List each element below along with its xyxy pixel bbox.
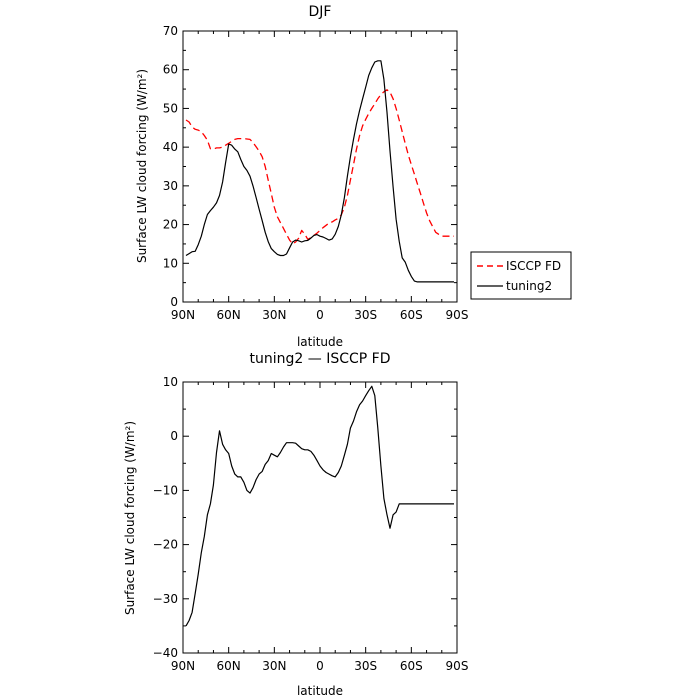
y-tick-label: 40 <box>163 140 178 154</box>
bottom-panel-title: tuning2 — ISCCP FD <box>250 351 391 367</box>
series-line-isccp-fd <box>185 89 454 245</box>
x-tick-label: 60N <box>217 308 241 322</box>
top-panel-title: DJF <box>309 4 332 20</box>
x-tick-label: 90S <box>446 659 469 673</box>
x-tick-label: 90S <box>446 308 469 322</box>
bottom-panel-frame <box>182 381 458 654</box>
y-tick-label: 0 <box>170 295 178 309</box>
top-panel-ylabel: Surface LW cloud forcing (W/m²) <box>135 69 149 263</box>
top-panel-legend: ISCCP FD tuning2 <box>470 251 572 300</box>
x-tick-label: 90N <box>171 308 195 322</box>
y-tick-label: 10 <box>163 256 178 270</box>
legend-label-isccp-fd: ISCCP FD <box>506 259 561 273</box>
bottom-panel-ticks: 90N 60N 30N 0 30S 60S 90S −40 −30 −20 −10 0 10 <box>153 375 469 673</box>
x-tick-label: 60S <box>400 308 423 322</box>
y-tick-label: 60 <box>163 63 178 77</box>
series-line-difference <box>185 385 454 627</box>
bottom-panel-ylabel: Surface LW cloud forcing (W/m²) <box>123 421 137 615</box>
y-tick-label: 0 <box>170 429 178 443</box>
series-line-tuning2 <box>185 60 454 283</box>
x-tick-label: 30N <box>262 308 286 322</box>
x-tick-label: 0 <box>316 659 324 673</box>
y-tick-label: 20 <box>163 218 178 232</box>
y-tick-label: −40 <box>153 646 178 660</box>
top-panel-ticks: 90N 60N 30N 0 30S 60S 90S 0 10 20 30 40 50 60 70 <box>163 24 469 322</box>
top-panel-frame <box>182 30 458 303</box>
x-tick-label: 30N <box>262 659 286 673</box>
bottom-panel: tuning2 — ISCCP FD Surface LW cloud forc… <box>123 351 468 698</box>
y-tick-label: 70 <box>163 24 178 38</box>
top-panel-lines <box>185 60 454 283</box>
y-tick-label: −30 <box>153 592 178 606</box>
legend-label-tuning2: tuning2 <box>506 279 552 293</box>
bottom-panel-lines <box>185 385 454 627</box>
x-tick-label: 60S <box>400 659 423 673</box>
y-tick-label: 50 <box>163 101 178 115</box>
y-tick-label: 30 <box>163 179 178 193</box>
y-tick-label: −10 <box>153 483 178 497</box>
legend-box <box>470 251 572 300</box>
x-tick-label: 90N <box>171 659 195 673</box>
top-panel-xlabel: latitude <box>297 335 343 349</box>
x-tick-label: 30S <box>354 659 377 673</box>
bottom-panel-xlabel: latitude <box>297 684 343 698</box>
x-tick-label: 0 <box>316 308 324 322</box>
x-tick-label: 60N <box>217 659 241 673</box>
top-panel: DJF Surface LW cloud forcing (W/m²) lati… <box>135 4 572 349</box>
x-tick-label: 30S <box>354 308 377 322</box>
y-tick-label: −20 <box>153 538 178 552</box>
y-tick-label: 10 <box>163 375 178 389</box>
